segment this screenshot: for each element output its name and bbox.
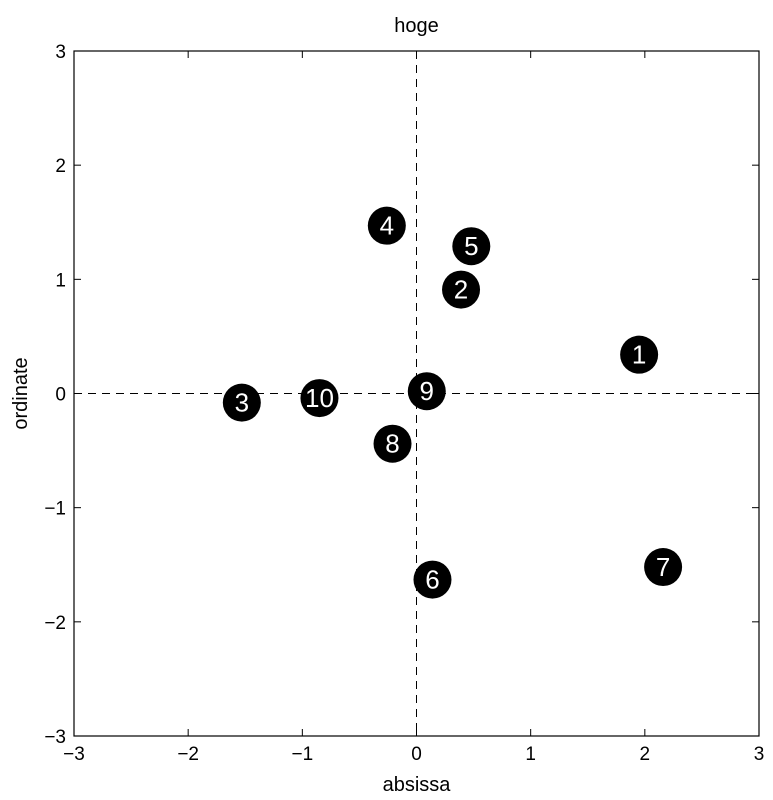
x-tick-label: 0 <box>411 744 422 765</box>
point-label: 2 <box>454 275 468 305</box>
point-marker <box>300 379 339 418</box>
point-label: 6 <box>425 565 439 595</box>
y-tick-label: 1 <box>55 270 66 291</box>
y-tick-label: 0 <box>55 385 66 406</box>
y-tick-label: −3 <box>44 727 66 748</box>
point-label: 1 <box>632 340 646 370</box>
point-marker <box>367 206 406 245</box>
data-point-6: 6 <box>413 560 452 599</box>
chart-title: hoge <box>394 15 439 37</box>
data-point-10: 10 <box>300 379 339 418</box>
data-point-3: 3 <box>222 383 261 422</box>
data-point-7: 7 <box>644 548 683 587</box>
x-tick-label: −3 <box>63 744 85 765</box>
data-point-1: 1 <box>620 335 659 374</box>
point-label: 3 <box>235 388 249 418</box>
data-point-8: 8 <box>373 424 412 463</box>
plot-frame <box>73 50 760 737</box>
x-tick-label: 3 <box>754 744 765 765</box>
point-marker <box>222 383 261 422</box>
point-marker <box>407 372 446 411</box>
y-tick-label: −1 <box>44 499 66 520</box>
x-axis-title: absissa <box>383 774 452 796</box>
point-marker <box>373 424 412 463</box>
point-marker <box>620 335 659 374</box>
point-marker <box>442 270 481 309</box>
y-tick-labels: −3 −2 −1 0 1 2 3 <box>44 42 66 748</box>
x-tick-label: −1 <box>291 744 313 765</box>
point-marker <box>644 548 683 587</box>
x-tick-label: 1 <box>525 744 536 765</box>
y-tick-label: 2 <box>55 156 66 177</box>
point-marker <box>413 560 452 599</box>
point-label: 9 <box>420 376 434 406</box>
point-label: 10 <box>305 383 334 413</box>
data-point-9: 9 <box>407 372 446 411</box>
x-tick-label: −2 <box>177 744 199 765</box>
data-point-4: 4 <box>367 206 406 245</box>
x-tick-labels: −3 −2 −1 0 1 2 3 <box>63 744 764 765</box>
data-point-2: 2 <box>442 270 481 309</box>
y-axis-title: ordinate <box>10 357 32 429</box>
point-label: 4 <box>380 211 394 241</box>
point-marker <box>452 227 491 266</box>
y-tick-label: 3 <box>55 42 66 63</box>
x-tick-label: 2 <box>640 744 651 765</box>
data-point-5: 5 <box>452 227 491 266</box>
data-points: 1 2 3 4 5 6 7 89 10 <box>222 206 683 599</box>
point-label: 5 <box>464 231 478 261</box>
point-label: 8 <box>385 429 399 459</box>
point-label: 7 <box>656 552 670 582</box>
y-tick-label: −2 <box>44 613 66 634</box>
